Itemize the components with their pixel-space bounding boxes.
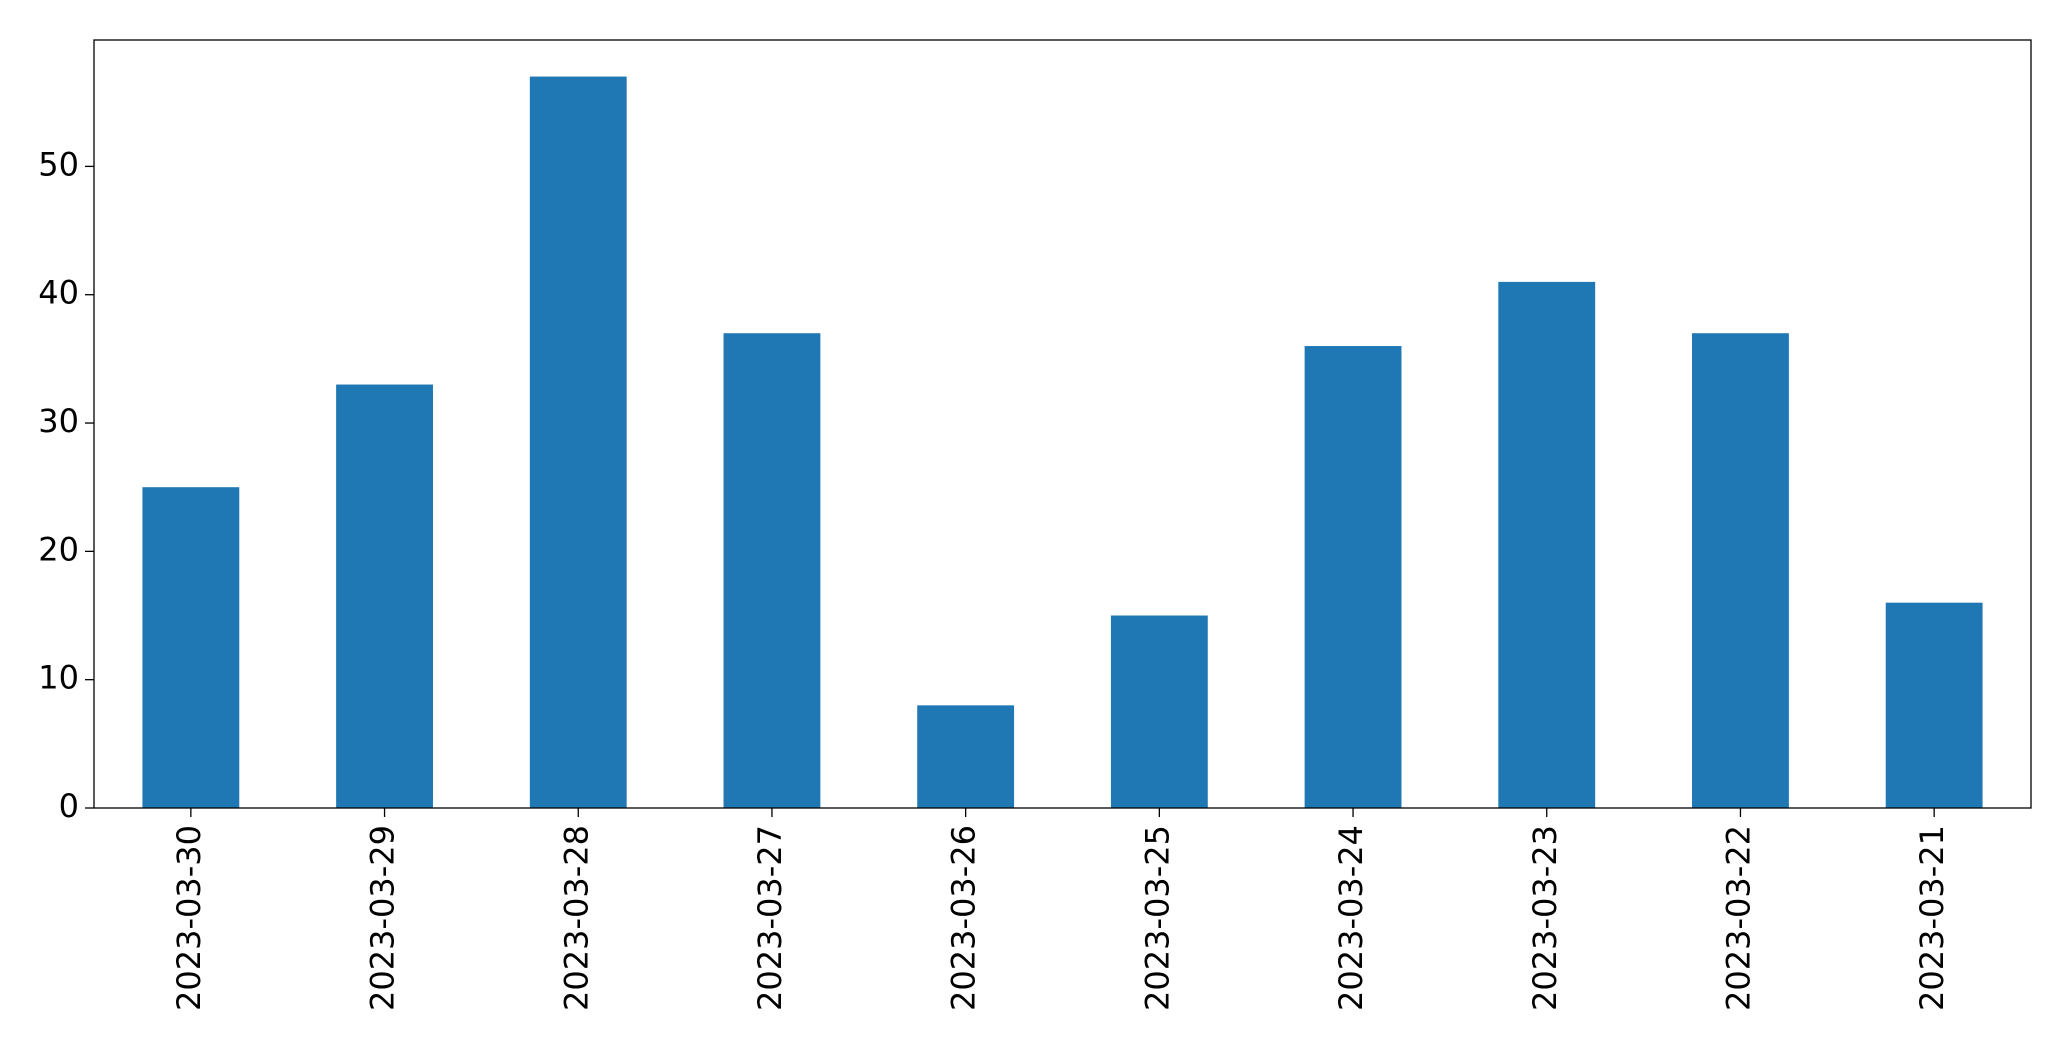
x-tick-label: 2023-03-26 (945, 825, 983, 1011)
x-tick-label: 2023-03-21 (1913, 825, 1951, 1011)
y-tick-label: 40 (38, 274, 79, 312)
y-tick-label: 20 (38, 530, 79, 568)
x-tick-label: 2023-03-29 (364, 825, 402, 1011)
bar (1885, 602, 1983, 808)
y-tick-label: 30 (38, 402, 79, 440)
y-tick-label: 50 (38, 145, 79, 183)
bar (529, 76, 627, 809)
x-tick-label: 2023-03-28 (557, 825, 595, 1011)
x-tick-label: 2023-03-25 (1138, 825, 1176, 1011)
bar (917, 705, 1015, 808)
bar (1692, 333, 1789, 808)
x-tick-label: 2023-03-27 (751, 825, 789, 1011)
x-tick-label: 2023-03-24 (1332, 825, 1370, 1011)
y-tick-label: 10 (38, 659, 79, 697)
y-tick-label: 0 (59, 787, 79, 825)
x-tick-label: 2023-03-22 (1719, 825, 1757, 1011)
bar (142, 487, 240, 808)
bar (1304, 346, 1402, 808)
plot-frame (93, 39, 2032, 809)
bar (336, 384, 433, 808)
bar (1110, 615, 1208, 808)
bar (723, 333, 821, 808)
x-tick-label: 2023-03-30 (170, 825, 208, 1011)
x-tick-label: 2023-03-23 (1526, 825, 1564, 1011)
bar (1498, 281, 1596, 808)
